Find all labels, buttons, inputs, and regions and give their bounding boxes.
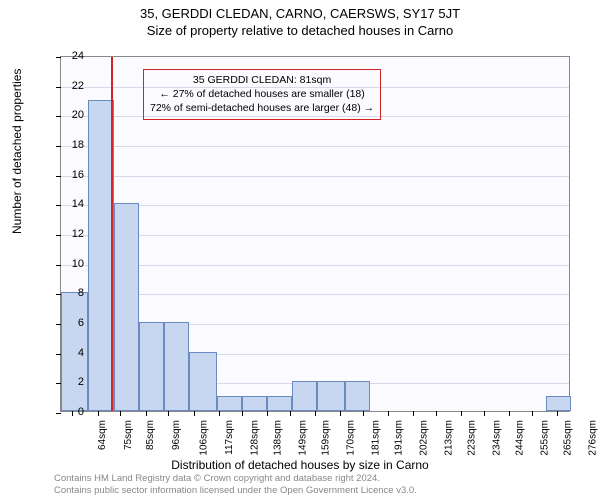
histogram-bar [114, 203, 139, 411]
histogram-bar [267, 396, 292, 411]
footer-credits: Contains HM Land Registry data © Crown c… [54, 473, 417, 496]
histogram-bar [139, 322, 164, 411]
annotation-box: 35 GERDDI CLEDAN: 81sqm← 27% of detached… [143, 69, 381, 120]
ytick-label: 18 [54, 139, 84, 151]
histogram-bar [242, 396, 267, 411]
xtick-label: 128sqm [249, 420, 260, 456]
xtick-mark [436, 411, 437, 416]
xtick-label: 159sqm [320, 420, 331, 456]
histogram-bar [546, 396, 571, 411]
xtick-label: 64sqm [97, 420, 108, 450]
gridline-h [61, 176, 569, 177]
ytick-label: 6 [54, 317, 84, 329]
xtick-label: 106sqm [199, 420, 210, 456]
y-axis-label: Number of detached properties [10, 69, 24, 234]
xtick-mark [484, 411, 485, 416]
xtick-label: 265sqm [563, 420, 574, 456]
xtick-mark [461, 411, 462, 416]
xtick-mark [120, 411, 121, 416]
xtick-label: 149sqm [297, 420, 308, 456]
xtick-label: 244sqm [515, 420, 526, 456]
xtick-mark [98, 411, 99, 416]
ytick-label: 12 [54, 228, 84, 240]
xtick-mark [532, 411, 533, 416]
histogram-bar [317, 381, 344, 411]
xtick-mark [290, 411, 291, 416]
footer-line2: Contains public sector information licen… [54, 485, 417, 496]
xtick-label: 96sqm [171, 420, 182, 450]
chart-container: 35, GERDDI CLEDAN, CARNO, CAERSWS, SY17 … [0, 0, 600, 500]
xtick-mark [168, 411, 169, 416]
xtick-mark [194, 411, 195, 416]
xtick-mark [557, 411, 558, 416]
histogram-bar [88, 100, 113, 412]
ytick-label: 14 [54, 198, 84, 210]
footer-line1: Contains HM Land Registry data © Crown c… [54, 473, 417, 484]
xtick-mark [146, 411, 147, 416]
marker-line [111, 57, 113, 411]
xtick-mark [363, 411, 364, 416]
xtick-mark [219, 411, 220, 416]
histogram-bar [345, 381, 370, 411]
xtick-mark [242, 411, 243, 416]
xtick-label: 181sqm [371, 420, 382, 456]
xtick-label: 85sqm [145, 420, 156, 450]
histogram-bar [189, 352, 216, 411]
xtick-mark [267, 411, 268, 416]
xtick-mark [413, 411, 414, 416]
gridline-h [61, 146, 569, 147]
xtick-label: 234sqm [492, 420, 503, 456]
annotation-line: 35 GERDDI CLEDAN: 81sqm [150, 73, 374, 87]
xtick-label: 276sqm [588, 420, 599, 456]
xtick-label: 170sqm [345, 420, 356, 456]
chart-title-address: 35, GERDDI CLEDAN, CARNO, CAERSWS, SY17 … [0, 0, 600, 21]
xtick-label: 202sqm [419, 420, 430, 456]
xtick-label: 255sqm [540, 420, 551, 456]
ytick-label: 24 [54, 50, 84, 62]
ytick-label: 16 [54, 169, 84, 181]
ytick-label: 22 [54, 80, 84, 92]
histogram-bar [217, 396, 242, 411]
xtick-label: 191sqm [393, 420, 404, 456]
chart-subtitle: Size of property relative to detached ho… [0, 21, 600, 38]
xtick-mark [340, 411, 341, 416]
xtick-label: 138sqm [272, 420, 283, 456]
xtick-label: 75sqm [123, 420, 134, 450]
histogram-bar [292, 381, 317, 411]
plot-wrap: 35 GERDDI CLEDAN: 81sqm← 27% of detached… [60, 56, 570, 412]
xtick-mark [388, 411, 389, 416]
ytick-label: 0 [54, 406, 84, 418]
ytick-label: 8 [54, 287, 84, 299]
ytick-label: 2 [54, 376, 84, 388]
x-axis-label: Distribution of detached houses by size … [0, 458, 600, 472]
xtick-label: 117sqm [223, 420, 234, 455]
xtick-label: 213sqm [444, 420, 455, 456]
ytick-label: 10 [54, 258, 84, 270]
annotation-line: ← 27% of detached houses are smaller (18… [150, 87, 374, 101]
plot-area: 35 GERDDI CLEDAN: 81sqm← 27% of detached… [60, 56, 570, 412]
annotation-line: 72% of semi-detached houses are larger (… [150, 101, 374, 115]
xtick-mark [509, 411, 510, 416]
ytick-label: 20 [54, 109, 84, 121]
ytick-label: 4 [54, 347, 84, 359]
xtick-label: 223sqm [467, 420, 478, 456]
histogram-bar [164, 322, 189, 411]
xtick-mark [315, 411, 316, 416]
